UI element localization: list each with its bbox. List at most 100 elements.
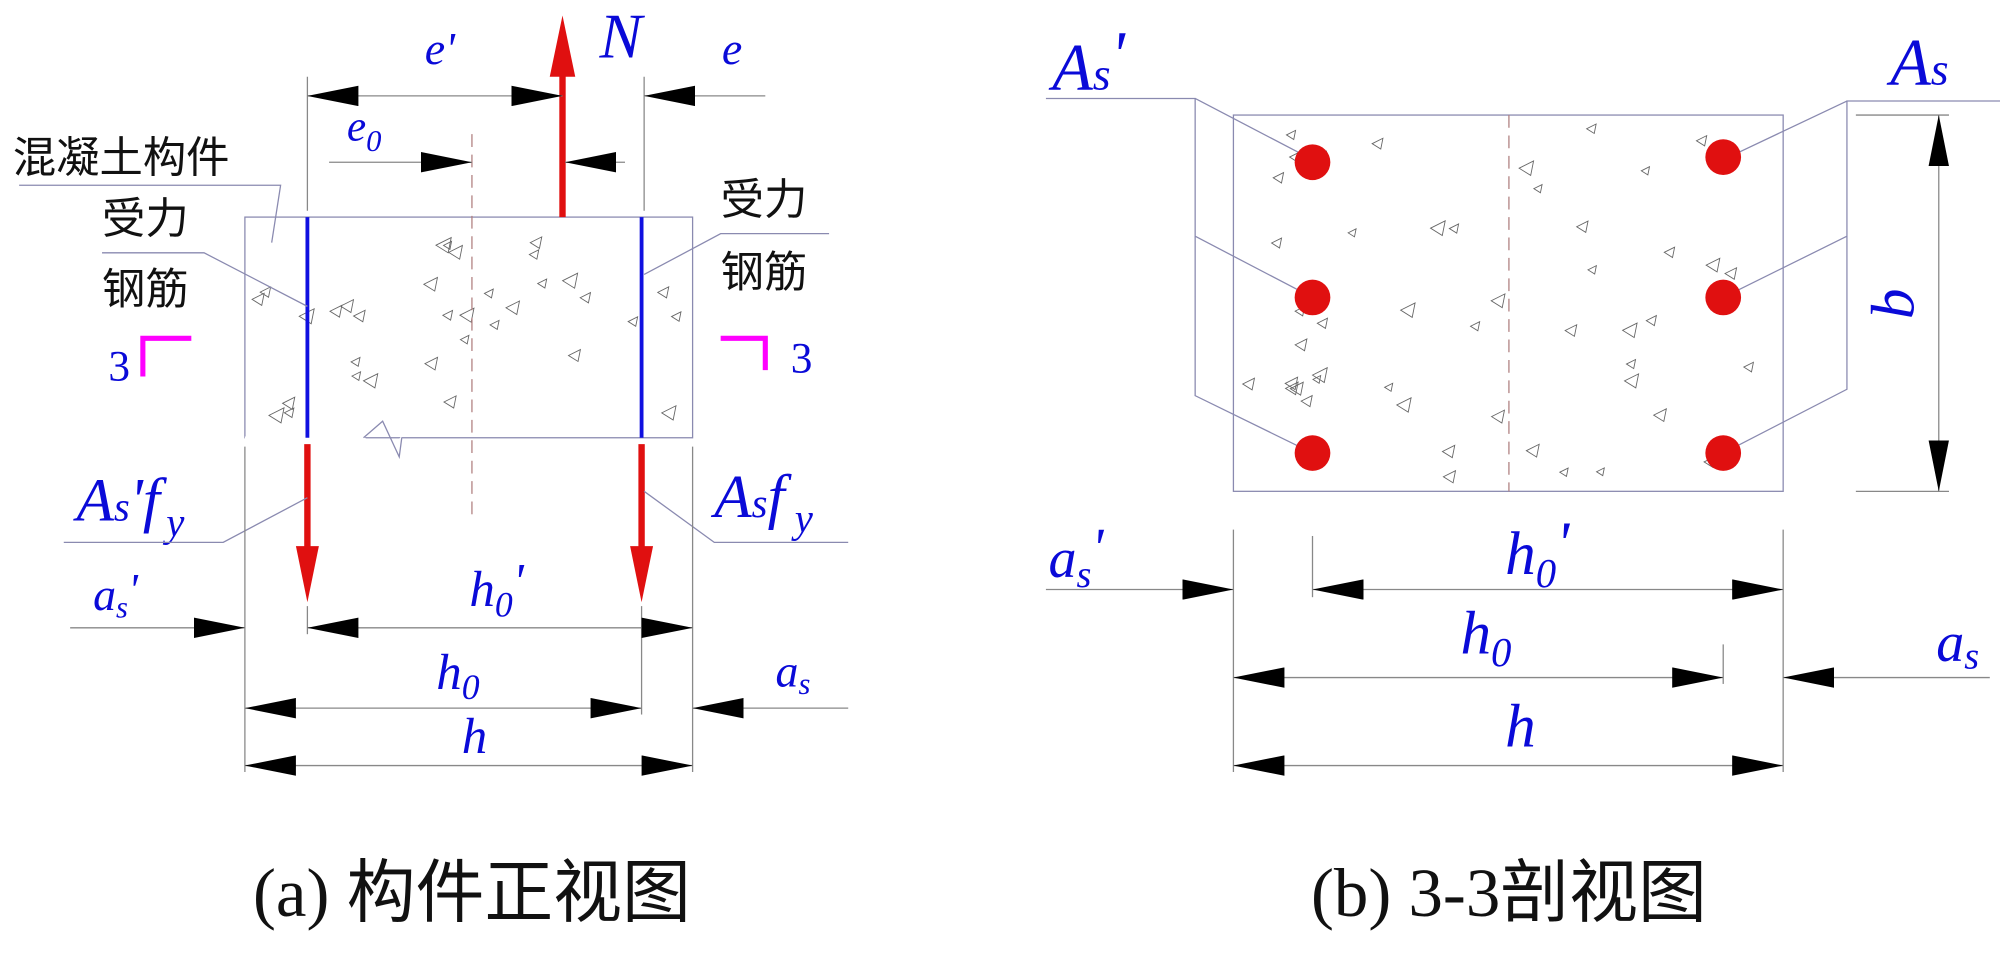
aggregate-triangle (1705, 257, 1721, 273)
label-as-prime: as' (93, 564, 139, 625)
label-as-prime: as' (1048, 518, 1104, 596)
aggregate-triangle (1575, 220, 1589, 234)
label-As-fy: Asf y (710, 463, 814, 541)
aggregate-triangle (1490, 293, 1506, 309)
aggregate-triangle (505, 300, 521, 316)
aggregate-triangle (1621, 322, 1638, 339)
aggregate-triangle (441, 309, 454, 321)
aggregate-triangle (1595, 467, 1605, 477)
aggregate-triangle (442, 240, 453, 251)
aggregate-triangle (483, 288, 494, 299)
label-h0: h0 (1460, 599, 1511, 675)
aggregate-triangle (283, 407, 295, 419)
aggregate-triangle (1300, 394, 1313, 408)
aggregate-triangle (1442, 469, 1457, 484)
label-as: as (1936, 612, 1979, 678)
label-rebar-left-1: 受力 (102, 195, 189, 245)
aggregate-triangle (251, 292, 265, 307)
rebar-dot-icon (1294, 435, 1331, 471)
aggregate-triangle (1272, 171, 1285, 184)
aggregate-triangle (1312, 374, 1322, 384)
force-arrow-right-icon (630, 444, 654, 603)
aggregate-triangle (656, 286, 670, 299)
aggregate-triangle (1742, 361, 1755, 373)
aggregate-triangle (352, 309, 366, 323)
leader-As-prime (1045, 97, 1313, 454)
aggregate-triangle (259, 286, 272, 299)
aggregate-triangle (1289, 381, 1304, 396)
aggregate-triangle (1383, 382, 1394, 393)
aggregate-triangle (579, 291, 592, 304)
aggregate-triangle (1564, 323, 1578, 338)
aggregate-triangle (489, 319, 500, 331)
aggregate-triangle (1429, 220, 1446, 237)
section-view: As' As b as' h0' h0 as h (b) 3-3剖视图 (1045, 19, 2000, 931)
aggregate-triangle (1640, 165, 1651, 176)
aggregate-triangle (350, 356, 361, 368)
label-As-prime: As' (1048, 19, 1126, 105)
label-e-prime: e' (425, 23, 456, 74)
aggregate-triangle (459, 334, 470, 345)
label-rebar-right-2: 钢筋 (721, 248, 808, 298)
label-As: As (1886, 26, 1948, 99)
front-view: N e' e e0 混凝土构件 受力 钢筋 受力 钢筋 3 3 (13, 1, 849, 931)
aggregate-triangle (1294, 338, 1308, 352)
aggregate-triangle (1399, 302, 1416, 319)
aggregate-triangle (1532, 183, 1543, 194)
aggregate-triangle (1625, 358, 1637, 370)
label-e: e (722, 23, 742, 74)
label-h: h (462, 709, 488, 765)
aggregate-hatch (251, 236, 682, 424)
aggregate-triangle (458, 307, 475, 323)
aggregate-triangle (1469, 320, 1481, 332)
rebar-dot-icon (1294, 279, 1331, 316)
label-h0-prime: h0' (1505, 510, 1570, 596)
leader-rebar-left (102, 252, 308, 307)
label-rebar-right-1: 受力 (721, 176, 808, 226)
rebar-dot-icon (1705, 139, 1742, 175)
rebar-dots (1294, 139, 1742, 471)
label-h: h (1505, 692, 1536, 760)
aggregate-triangle (1663, 246, 1676, 259)
aggregate-triangle (1284, 381, 1299, 396)
label-b: b (1859, 289, 1927, 320)
rebar-dot-icon (1294, 144, 1331, 181)
aggregate-triangle (350, 370, 362, 382)
label-N: N (598, 1, 645, 72)
force-arrow-left-icon (295, 444, 319, 603)
aggregate-triangle (1347, 228, 1357, 238)
break-line (363, 420, 403, 460)
leader-force-right (643, 490, 849, 543)
label-concrete-member: 混凝土构件 (13, 133, 230, 183)
leader-As (1722, 100, 2000, 454)
aggregate-triangle (424, 356, 439, 371)
aggregate-triangle (435, 236, 452, 254)
aggregate-triangle (1270, 237, 1283, 249)
aggregate-triangle (1585, 123, 1597, 135)
aggregate-triangle (447, 244, 464, 260)
aggregate-triangle (339, 298, 355, 314)
aggregate-triangle (561, 272, 579, 289)
section-mark-left-label: 3 (108, 342, 130, 390)
aggregate-triangle (1490, 409, 1506, 424)
aggregate-triangle (1652, 408, 1667, 423)
aggregate-triangle (1587, 264, 1597, 275)
aggregate-triangle (660, 404, 677, 421)
section-mark-left-icon (140, 335, 192, 377)
aggregate-triangle (1525, 443, 1540, 458)
leader-force-left (63, 497, 308, 543)
aggregate-triangle (1284, 376, 1299, 391)
aggregate-triangle (567, 348, 582, 363)
aggregate-triangle (1241, 377, 1256, 391)
aggregate-triangle (1558, 467, 1569, 478)
aggregate-triangle (1623, 373, 1640, 389)
aggregate-triangle (443, 395, 457, 409)
aggregate-triangle (268, 407, 285, 424)
aggregate-triangle (281, 396, 296, 411)
aggregate-triangle (536, 278, 548, 289)
aggregate-triangle (529, 236, 543, 250)
caption-front-view: (a) 构件正视图 (253, 855, 691, 931)
section-mark-right-label: 3 (791, 335, 813, 383)
